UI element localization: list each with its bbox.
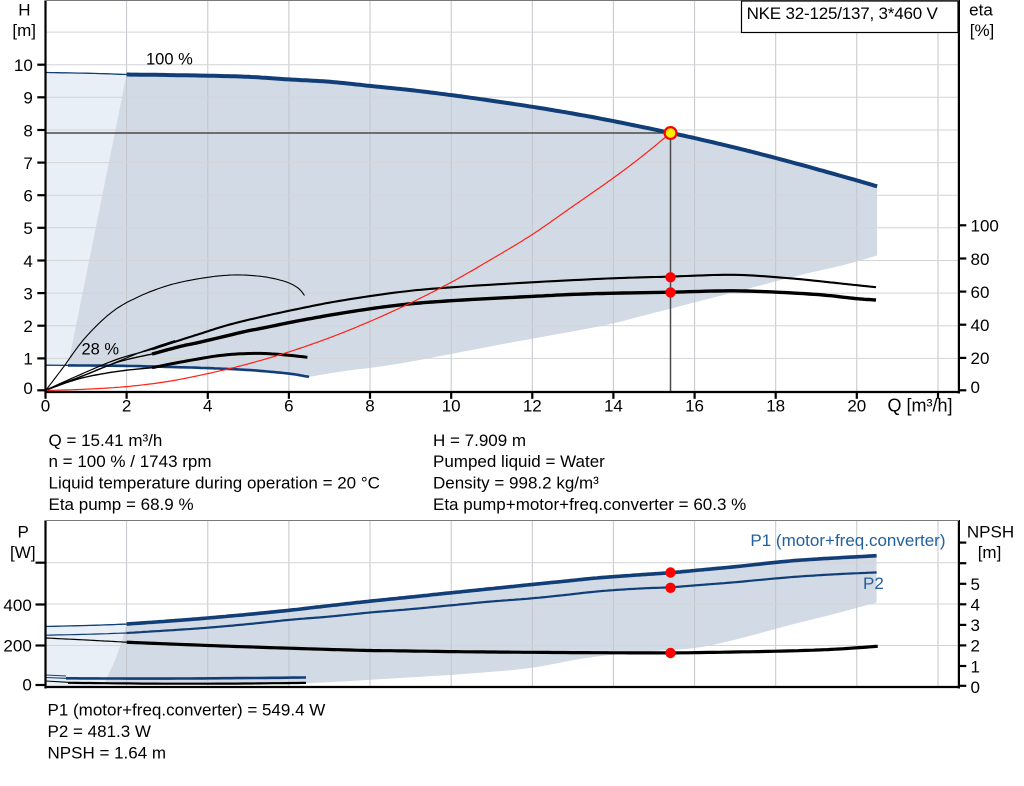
svg-text:18: 18 xyxy=(766,396,785,415)
svg-text:NPSH: NPSH xyxy=(967,523,1014,542)
svg-text:Density = 998.2 kg/m³: Density = 998.2 kg/m³ xyxy=(433,474,599,493)
svg-text:Eta pump+motor+freq.converter: Eta pump+motor+freq.converter = 60.3 % xyxy=(433,495,746,514)
svg-text:eta: eta xyxy=(969,0,993,19)
svg-text:8: 8 xyxy=(23,121,32,140)
svg-text:1: 1 xyxy=(971,657,980,676)
svg-text:16: 16 xyxy=(685,396,704,415)
svg-text:Q = 15.41 m³/h: Q = 15.41 m³/h xyxy=(49,431,163,450)
svg-text:Pumped liquid = Water: Pumped liquid = Water xyxy=(433,452,605,471)
svg-text:10: 10 xyxy=(442,396,461,415)
svg-text:H: H xyxy=(18,0,30,19)
svg-text:0: 0 xyxy=(22,676,31,695)
svg-text:[m]: [m] xyxy=(978,543,1002,562)
svg-text:NPSH = 1.64 m: NPSH = 1.64 m xyxy=(48,743,167,762)
svg-text:NKE 32-125/137, 3*460 V: NKE 32-125/137, 3*460 V xyxy=(747,4,939,23)
svg-text:100 %: 100 % xyxy=(146,51,193,69)
svg-text:3: 3 xyxy=(971,616,980,635)
svg-text:P1 (motor+freq.converter): P1 (motor+freq.converter) xyxy=(750,531,945,550)
svg-text:0: 0 xyxy=(23,379,32,398)
svg-text:P2 = 481.3 W: P2 = 481.3 W xyxy=(48,722,151,741)
svg-text:8: 8 xyxy=(365,396,374,415)
svg-text:0: 0 xyxy=(971,678,980,697)
svg-text:20: 20 xyxy=(971,349,990,368)
svg-text:2: 2 xyxy=(23,317,32,336)
svg-text:[W]: [W] xyxy=(10,543,36,562)
svg-text:5: 5 xyxy=(23,219,32,238)
svg-text:0: 0 xyxy=(971,378,980,397)
svg-text:5: 5 xyxy=(971,575,980,594)
svg-text:60: 60 xyxy=(971,283,990,302)
svg-text:80: 80 xyxy=(971,250,990,269)
svg-text:7: 7 xyxy=(23,154,32,173)
svg-text:4: 4 xyxy=(203,396,212,415)
svg-text:6: 6 xyxy=(23,187,32,206)
svg-text:[m]: [m] xyxy=(12,21,36,40)
svg-text:1: 1 xyxy=(23,350,32,369)
svg-text:P1 (motor+freq.converter) = 54: P1 (motor+freq.converter) = 549.4 W xyxy=(48,701,326,720)
svg-text:2: 2 xyxy=(122,396,131,415)
svg-text:9: 9 xyxy=(23,89,32,108)
svg-text:200: 200 xyxy=(3,636,31,655)
svg-text:Liquid temperature during oper: Liquid temperature during operation = 20… xyxy=(49,474,380,493)
svg-text:4: 4 xyxy=(971,596,980,615)
svg-text:0: 0 xyxy=(41,396,50,415)
svg-text:P: P xyxy=(18,523,29,542)
svg-text:[%]: [%] xyxy=(970,21,995,40)
svg-text:4: 4 xyxy=(23,252,32,271)
svg-text:10: 10 xyxy=(14,56,33,75)
svg-text:Eta pump = 68.9 %: Eta pump = 68.9 % xyxy=(49,495,194,514)
svg-text:100: 100 xyxy=(971,217,999,236)
svg-text:3: 3 xyxy=(23,284,32,303)
svg-text:2: 2 xyxy=(971,637,980,656)
svg-text:20: 20 xyxy=(847,396,866,415)
svg-text:H = 7.909 m: H = 7.909 m xyxy=(433,431,526,450)
svg-text:6: 6 xyxy=(284,396,293,415)
svg-text:n = 100 % / 1743 rpm: n = 100 % / 1743 rpm xyxy=(49,452,212,471)
svg-text:400: 400 xyxy=(3,596,31,615)
svg-text:P2: P2 xyxy=(863,574,884,593)
svg-text:40: 40 xyxy=(971,316,990,335)
svg-text:Q [m³/h]: Q [m³/h] xyxy=(888,395,953,415)
svg-text:28 %: 28 % xyxy=(82,340,120,358)
svg-text:12: 12 xyxy=(523,396,542,415)
svg-text:14: 14 xyxy=(604,396,623,415)
